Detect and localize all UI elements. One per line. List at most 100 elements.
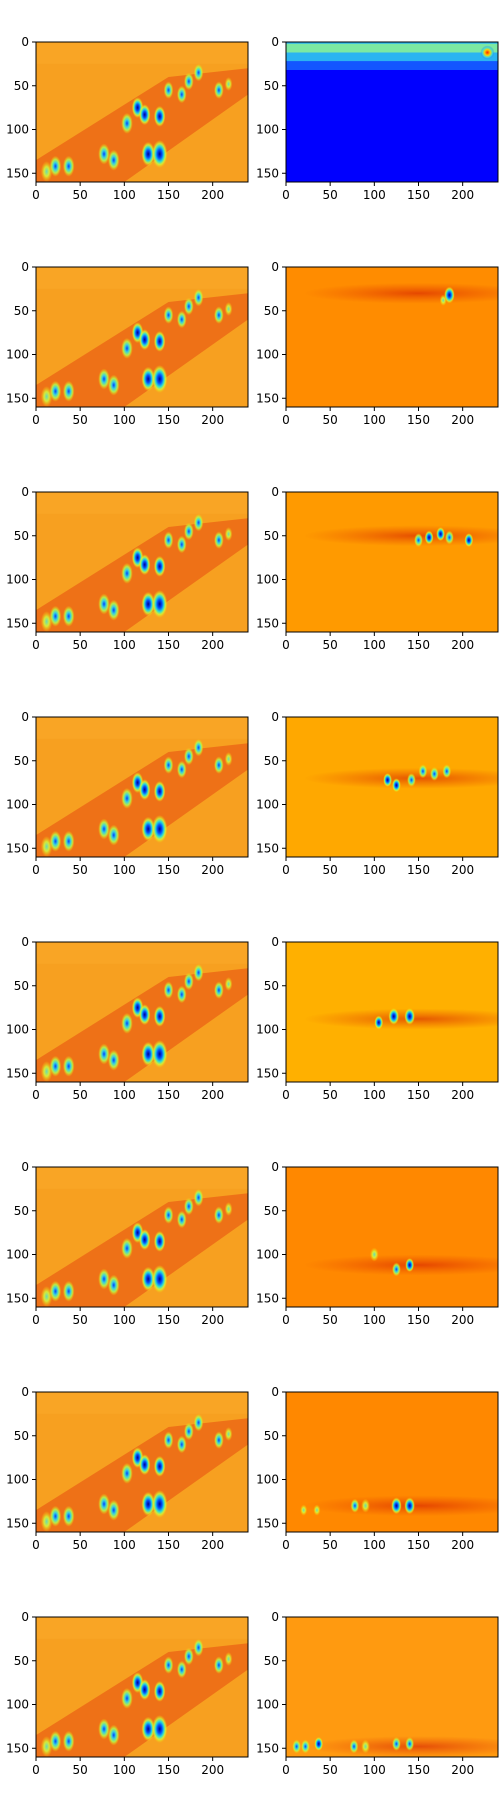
y-tick-label: 100 bbox=[256, 348, 279, 362]
axes-frame bbox=[35, 41, 249, 183]
heatmap-blob bbox=[49, 1055, 62, 1077]
heatmap-blob bbox=[392, 778, 401, 793]
x-tick-label: 200 bbox=[201, 1538, 224, 1552]
axes-frame bbox=[285, 266, 499, 408]
y-tick-label: 150 bbox=[256, 1066, 279, 1080]
y-tick-label: 50 bbox=[14, 1654, 29, 1668]
heatmap-blob bbox=[138, 779, 151, 801]
y-tick-label: 0 bbox=[271, 1610, 279, 1624]
y-tick-label: 50 bbox=[264, 1654, 279, 1668]
heatmap-blob bbox=[49, 1280, 62, 1302]
heatmap-blob bbox=[98, 1493, 110, 1515]
y-tick-label: 150 bbox=[6, 1291, 29, 1305]
x-tick-label: 50 bbox=[73, 863, 88, 877]
heatmap-blob bbox=[49, 1730, 62, 1752]
heatmap-blob bbox=[213, 531, 224, 549]
x-tick-label: 0 bbox=[32, 1088, 40, 1102]
y-tick-label: 100 bbox=[6, 573, 29, 587]
x-tick-label: 200 bbox=[451, 1088, 474, 1102]
heatmap-image bbox=[36, 492, 248, 632]
heatmap-blob bbox=[193, 1188, 204, 1207]
x-tick-label: 0 bbox=[282, 1538, 290, 1552]
heatmap-blob bbox=[391, 1497, 402, 1515]
heatmap-image bbox=[286, 1617, 498, 1757]
heatmap-blob bbox=[213, 981, 224, 999]
heatmap-blob bbox=[301, 1739, 310, 1754]
x-tick-label: 200 bbox=[451, 638, 474, 652]
heatmap-blob bbox=[153, 1680, 166, 1702]
heatmap-blob bbox=[224, 1427, 233, 1441]
heatmap-blob bbox=[49, 380, 62, 402]
heatmap-blob bbox=[429, 766, 439, 781]
heatmap-blob bbox=[424, 530, 434, 545]
heatmap-blob bbox=[153, 105, 166, 127]
heatmap-blob bbox=[107, 1499, 120, 1521]
x-tick-label: 150 bbox=[407, 413, 430, 427]
heatmap-blob bbox=[40, 161, 53, 182]
heatmap-blob bbox=[224, 1202, 233, 1216]
x-tick-label: 0 bbox=[32, 863, 40, 877]
heatmap-blob bbox=[163, 756, 174, 774]
heatmap-blob bbox=[141, 591, 155, 617]
heatmap-blob bbox=[98, 1718, 110, 1740]
heatmap-blob bbox=[107, 1049, 120, 1071]
x-tick-label: 50 bbox=[323, 188, 338, 202]
heatmap-blob bbox=[138, 104, 151, 126]
y-tick-label: 0 bbox=[271, 260, 279, 274]
x-tick-label: 0 bbox=[32, 188, 40, 202]
heatmap-blob bbox=[62, 1280, 75, 1302]
x-tick-label: 150 bbox=[157, 863, 180, 877]
x-tick-label: 50 bbox=[323, 1088, 338, 1102]
heatmap-blob bbox=[107, 1724, 120, 1746]
heatmap-image bbox=[36, 1617, 248, 1757]
x-tick-label: 50 bbox=[73, 1088, 88, 1102]
x-tick-label: 0 bbox=[32, 1538, 40, 1552]
x-tick-label: 100 bbox=[113, 1763, 136, 1777]
y-tick-label: 150 bbox=[6, 841, 29, 855]
y-tick-label: 50 bbox=[14, 304, 29, 318]
heatmap-blob bbox=[98, 593, 110, 615]
heatmap-blob bbox=[153, 330, 166, 352]
heatmap-blob bbox=[141, 1491, 155, 1517]
heatmap-panel-left-4: 0 50 100 150 200 0 50 100 150 bbox=[6, 710, 249, 877]
y-tick-label: 150 bbox=[256, 166, 279, 180]
x-tick-label: 50 bbox=[73, 1763, 88, 1777]
x-tick-label: 100 bbox=[363, 1088, 386, 1102]
heatmap-blob bbox=[163, 1206, 174, 1224]
heatmap-blob bbox=[151, 815, 168, 843]
heatmap-panel-left-8: 0 50 100 150 200 0 50 100 150 bbox=[6, 1610, 249, 1777]
heatmap-blob bbox=[224, 302, 233, 316]
y-tick-label: 150 bbox=[256, 391, 279, 405]
x-tick-label: 50 bbox=[323, 1313, 338, 1327]
y-tick-label: 50 bbox=[14, 79, 29, 93]
axes-frame bbox=[35, 716, 249, 858]
heatmap-blob bbox=[151, 1265, 168, 1293]
heatmap-blob bbox=[442, 764, 452, 779]
heatmap-blob bbox=[183, 1647, 194, 1666]
x-tick-label: 200 bbox=[201, 863, 224, 877]
heatmap-blob bbox=[98, 368, 110, 390]
x-tick-label: 150 bbox=[407, 188, 430, 202]
y-tick-label: 100 bbox=[6, 1473, 29, 1487]
heatmap-blob bbox=[138, 1679, 151, 1701]
axes-frame bbox=[35, 1166, 249, 1308]
heatmap-blob bbox=[141, 141, 155, 167]
heatmap-band bbox=[36, 1193, 248, 1307]
heatmap-blob bbox=[183, 972, 194, 991]
heatmap-blob bbox=[98, 1268, 110, 1290]
x-tick-label: 50 bbox=[73, 188, 88, 202]
heatmap-blob bbox=[374, 1015, 384, 1030]
heatmap-blob bbox=[121, 1687, 133, 1709]
heatmap-blob bbox=[121, 112, 133, 134]
heatmap-blob bbox=[163, 1656, 174, 1674]
heatmap-blob bbox=[40, 611, 53, 632]
y-tick-label: 50 bbox=[14, 1429, 29, 1443]
heatmap-blob bbox=[141, 1041, 155, 1067]
axes-frame bbox=[285, 1166, 499, 1308]
y-tick-label: 150 bbox=[6, 1066, 29, 1080]
x-tick-label: 200 bbox=[451, 863, 474, 877]
heatmap-blob bbox=[121, 1462, 133, 1484]
y-tick-label: 50 bbox=[264, 979, 279, 993]
heatmap-blob bbox=[213, 1431, 224, 1449]
x-tick-label: 0 bbox=[282, 863, 290, 877]
